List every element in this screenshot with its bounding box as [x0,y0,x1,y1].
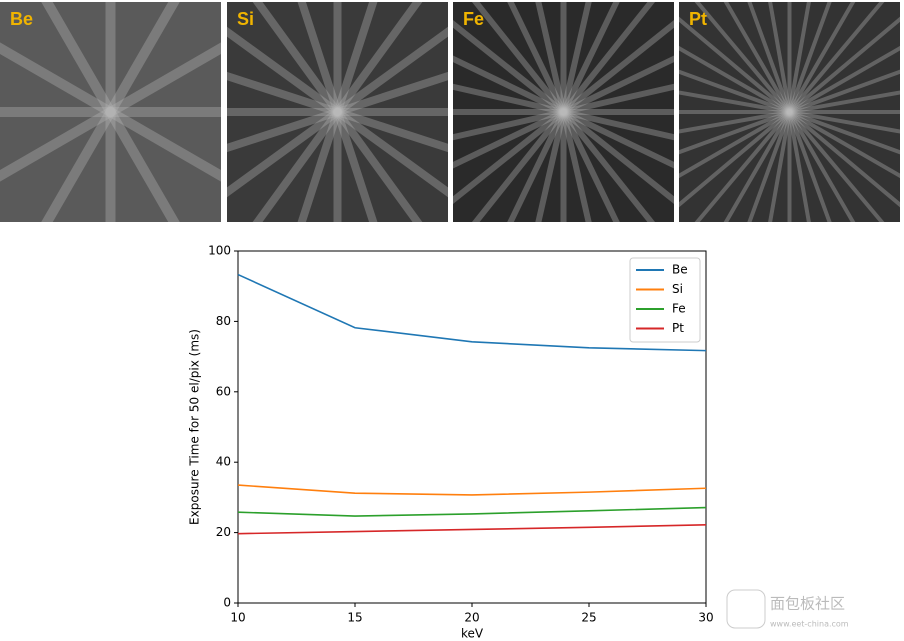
kikuchi-band [252,2,423,222]
kikuchi-band [0,42,221,182]
kikuchi-band [679,90,900,134]
kikuchi-band [679,69,900,155]
x-tick-label: 30 [698,611,713,625]
legend-box [629,257,701,343]
kikuchi-band [297,2,378,222]
kikuchi-band [679,16,900,208]
pattern-image [679,2,900,222]
kikuchi-band [227,71,448,153]
kikuchi-band [41,2,180,222]
kikuchi-band [679,69,900,155]
x-tick-label: 25 [581,611,596,625]
kikuchi-band [679,45,900,179]
x-tick-label: 20 [464,611,479,625]
pattern-image [227,2,448,222]
kikuchi-band [747,2,832,222]
kikuchi-band [41,2,180,222]
y-axis-label: Exposure Time for 50 el/pix (ms) [188,329,202,525]
kikuchi-band [507,2,620,222]
pattern-panel: Si [227,2,448,222]
kikuchi-band [679,90,900,134]
kikuchi-band [227,71,448,153]
kikuchi-band [453,55,674,169]
kikuchi-band [535,2,592,222]
kikuchi-band [453,20,674,204]
kikuchi-band [679,45,900,179]
kikuchi-band [297,2,378,222]
watermark-url: www.eet-china.com [770,620,849,629]
kikuchi-band [507,2,620,222]
panel-label: Be [10,9,33,29]
kikuchi-band [747,2,832,222]
pattern-image [0,2,221,222]
panel-label: Si [237,9,254,29]
kikuchi-band [471,2,656,222]
y-tick-label: 40 [216,455,231,469]
watermark-title: 面包板社区 [770,595,845,613]
kikuchi-band [453,83,674,141]
kikuchi-band [471,2,656,222]
x-tick-label: 10 [230,611,245,625]
legend-label: Fe [672,302,686,316]
series-line [237,506,707,517]
legend-label: Be [672,263,688,277]
pattern-panels: Be Si Fe Pt [0,2,900,222]
y-tick-label: 60 [216,384,231,398]
kikuchi-band [723,2,856,222]
legend-label: Si [672,282,683,296]
x-tick-label: 15 [347,611,362,625]
kikuchi-band [535,2,592,222]
kikuchi-band [0,42,221,182]
legend-label: Pt [672,321,684,335]
kikuchi-band [694,2,885,222]
kikuchi-band [252,2,423,222]
watermark-icon [726,589,766,629]
pattern-panel: Fe [453,2,674,222]
kikuchi-band [694,2,885,222]
series-line [237,484,707,496]
kikuchi-band [453,83,674,141]
pattern-panel: Be [0,2,221,222]
kikuchi-band [723,2,856,222]
kikuchi-band [453,55,674,169]
panel-label: Fe [463,9,484,29]
pattern-image [453,2,674,222]
kikuchi-band [768,2,811,222]
kikuchi-band [227,26,448,198]
panel-label: Pt [689,9,707,29]
y-tick-label: 80 [216,314,231,328]
x-axis-label: keV [461,627,484,641]
y-tick-label: 100 [208,244,231,258]
kikuchi-band [768,2,811,222]
kikuchi-band [453,20,674,204]
pattern-panel: Pt [679,2,900,222]
kikuchi-band [679,16,900,208]
series-line [237,524,707,535]
y-tick-label: 0 [223,596,231,610]
series-line [237,273,707,352]
y-tick-label: 20 [216,525,231,539]
kikuchi-band [227,26,448,198]
